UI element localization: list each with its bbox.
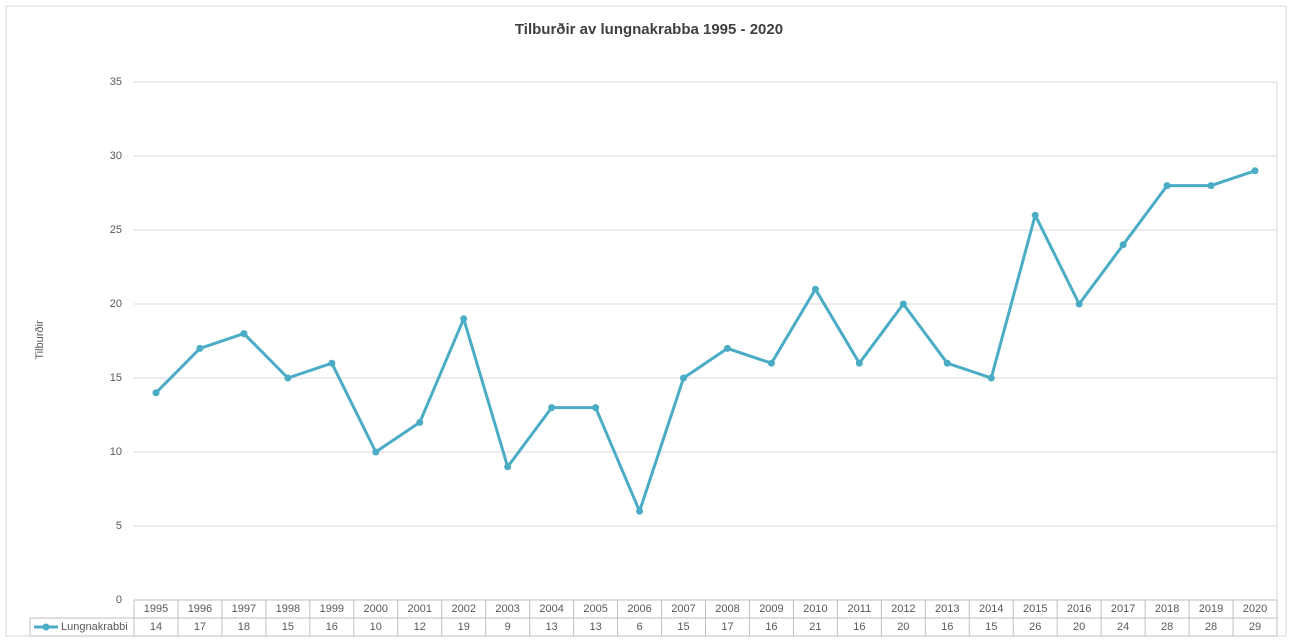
point-marker (504, 463, 512, 471)
x-tick-label: 2020 (1243, 603, 1267, 615)
data-table-value: 15 (282, 621, 294, 633)
data-table-value: 6 (636, 621, 642, 633)
data-table-value: 28 (1161, 621, 1173, 633)
chart-title: Tilburðir av lungnakrabba 1995 - 2020 (515, 21, 783, 38)
point-marker (680, 374, 688, 382)
x-tick-label: 2013 (935, 603, 959, 615)
chart-border (5, 5, 1287, 637)
data-table-value: 28 (1205, 621, 1217, 633)
x-tick-label: 1997 (232, 603, 256, 615)
x-tick-label: 2009 (759, 603, 783, 615)
point-marker (811, 285, 819, 293)
point-marker (152, 389, 160, 397)
data-table-value: 26 (1029, 621, 1041, 633)
data-table-value: 10 (370, 621, 382, 633)
x-tick-label: 1998 (276, 603, 300, 615)
y-tick-label: 0 (116, 594, 122, 606)
point-marker (548, 404, 556, 412)
data-table-value: 18 (238, 621, 250, 633)
point-marker (636, 507, 644, 515)
data-table-value: 14 (150, 621, 162, 633)
x-tick-label: 2008 (715, 603, 739, 615)
data-table-value: 12 (414, 621, 426, 633)
data-table-value: 16 (941, 621, 953, 633)
x-tick-label: 1995 (144, 603, 168, 615)
point-marker (855, 359, 863, 367)
data-table-value: 20 (897, 621, 909, 633)
x-tick-label: 1999 (320, 603, 344, 615)
x-tick-label: 2001 (408, 603, 432, 615)
point-marker (284, 374, 292, 382)
point-marker (767, 359, 775, 367)
point-marker (372, 448, 380, 456)
y-tick-label: 10 (110, 446, 122, 458)
point-marker (899, 300, 907, 308)
data-table-value: 24 (1117, 621, 1129, 633)
y-tick-label: 35 (110, 76, 122, 88)
data-table-value: 15 (985, 621, 997, 633)
legend-label: Lungnakrabbi (61, 621, 128, 633)
data-table-value: 16 (326, 621, 338, 633)
point-marker (240, 330, 248, 338)
x-tick-label: 2012 (891, 603, 915, 615)
x-tick-label: 2004 (539, 603, 563, 615)
x-tick-label: 2015 (1023, 603, 1047, 615)
y-axis-label: Tilburðir (34, 320, 46, 360)
point-marker (1075, 300, 1083, 308)
x-tick-label: 1996 (188, 603, 212, 615)
point-marker (196, 344, 204, 352)
point-marker (987, 374, 995, 382)
x-tick-label: 2007 (671, 603, 695, 615)
x-tick-label: 2002 (451, 603, 475, 615)
x-tick-label: 2016 (1067, 603, 1091, 615)
x-tick-label: 2019 (1199, 603, 1223, 615)
point-marker (1163, 182, 1171, 190)
x-tick-label: 2011 (848, 603, 872, 615)
point-marker (460, 315, 468, 323)
x-tick-label: 2003 (495, 603, 519, 615)
point-marker (723, 344, 731, 352)
y-tick-label: 25 (110, 224, 122, 236)
point-marker (943, 359, 951, 367)
data-table-value: 20 (1073, 621, 1085, 633)
data-table-value: 21 (809, 621, 821, 633)
x-tick-label: 2017 (1111, 603, 1135, 615)
series-line (154, 169, 1256, 513)
legend-marker (42, 623, 50, 631)
data-table-value: 16 (765, 621, 777, 633)
y-tick-label: 30 (110, 150, 122, 162)
point-marker (1207, 182, 1215, 190)
data-table-value: 29 (1249, 621, 1261, 633)
x-tick-label: 2010 (803, 603, 827, 615)
point-marker (592, 404, 600, 412)
data-table-value: 13 (546, 621, 558, 633)
point-marker (1031, 211, 1039, 219)
data-table-value: 15 (677, 621, 689, 633)
x-tick-label: 2014 (979, 603, 1003, 615)
point-marker (416, 418, 424, 426)
y-tick-label: 20 (110, 298, 122, 310)
point-marker (1119, 241, 1127, 249)
data-table-value: 19 (458, 621, 470, 633)
x-tick-label: 2018 (1155, 603, 1179, 615)
x-tick-label: 2000 (364, 603, 388, 615)
y-tick-label: 15 (110, 372, 122, 384)
data-table-value: 16 (853, 621, 865, 633)
y-tick-label: 5 (116, 520, 122, 532)
point-marker (328, 359, 336, 367)
x-tick-label: 2005 (583, 603, 607, 615)
data-table-value: 17 (721, 621, 733, 633)
data-table-value: 17 (194, 621, 206, 633)
x-tick-label: 2006 (627, 603, 651, 615)
point-marker (1251, 167, 1259, 175)
data-table-value: 13 (589, 621, 601, 633)
data-table-value: 9 (505, 621, 511, 633)
